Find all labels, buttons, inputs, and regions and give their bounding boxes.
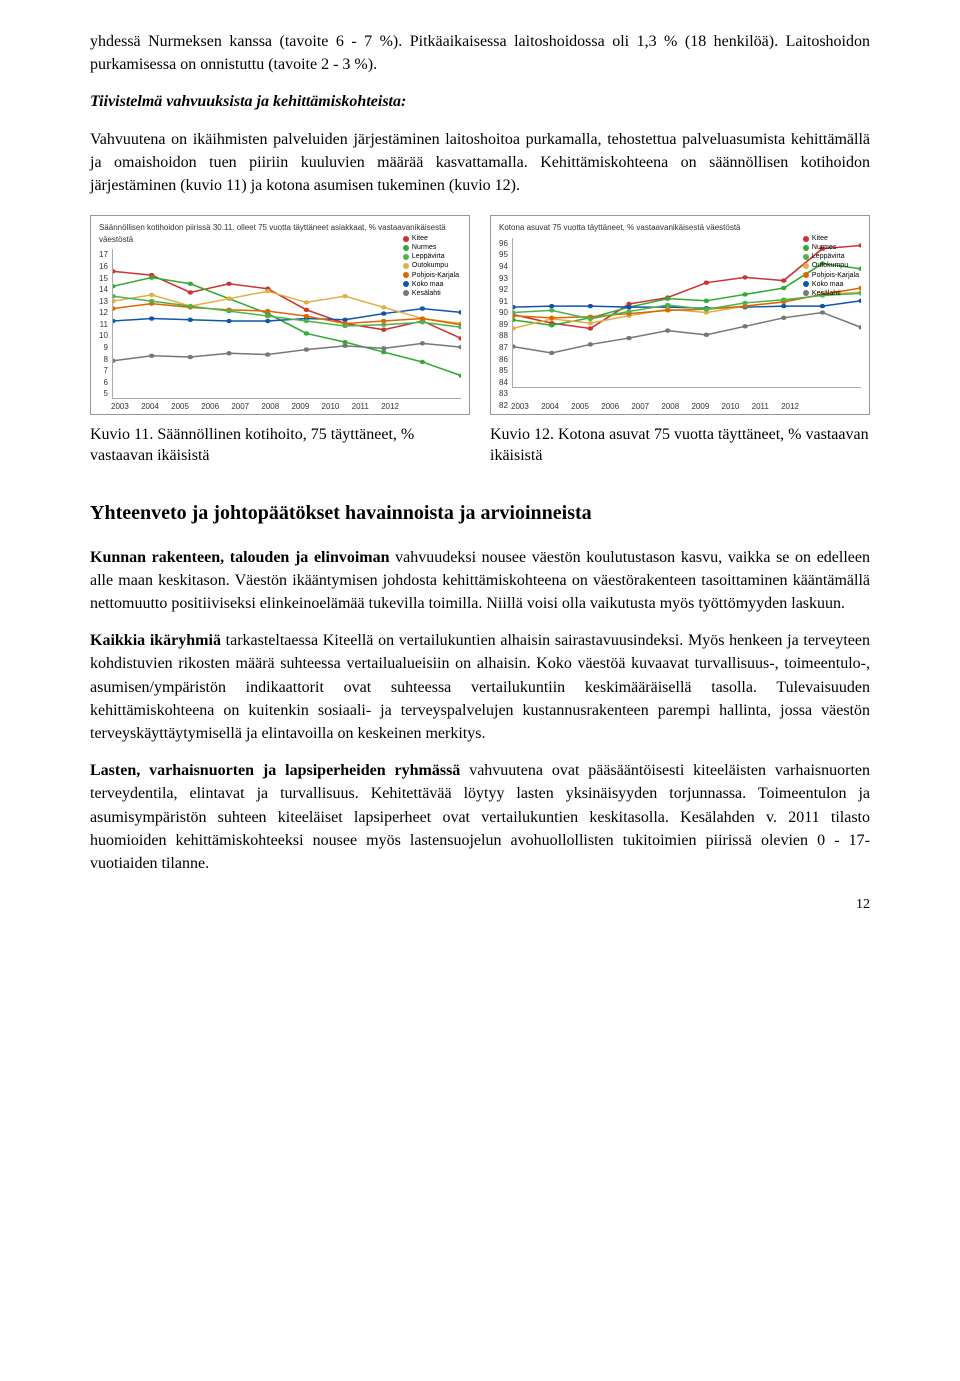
section-heading: Yhteenveto ja johtopäätökset havainnoist… [90, 499, 870, 528]
legend-swatch [403, 290, 409, 296]
legend-swatch [803, 263, 809, 269]
legend-label: Kitee [412, 234, 428, 243]
chart-legend: KiteeNurmesLeppävirtaOutokumpuPohjois-Ka… [803, 234, 859, 298]
legend-label: Outokumpu [412, 261, 448, 270]
legend-label: Nurmes [412, 243, 437, 252]
legend-label: Koko maa [812, 280, 844, 289]
legend-swatch [403, 245, 409, 251]
legend-label: Kitee [812, 234, 828, 243]
legend-label: Kesälahti [412, 289, 441, 298]
caption-kuvio-12: Kuvio 12. Kotona asuvat 75 vuotta täyttä… [490, 425, 870, 467]
chart-title: Kotona asuvat 75 vuotta täyttäneet, % va… [499, 222, 861, 234]
legend-swatch [403, 254, 409, 260]
legend-label: Leppävirta [412, 252, 445, 261]
legend-swatch [403, 272, 409, 278]
legend-swatch [803, 254, 809, 260]
chart-kuvio-12: Kotona asuvat 75 vuotta täyttäneet, % va… [490, 215, 870, 415]
y-axis: 171615141312111098765 [99, 249, 112, 399]
chart-kuvio-11: Säännöllisen kotihoidon piirissä 30.11. … [90, 215, 470, 415]
x-axis: 2003200420052006200720082009201020112012 [511, 401, 799, 413]
caption-kuvio-11: Kuvio 11. Säännöllinen kotihoito, 75 täy… [90, 425, 470, 467]
legend-swatch [803, 281, 809, 287]
subsection-title: Tiivistelmä vahvuuksista ja kehittämisko… [90, 90, 870, 113]
legend-swatch [803, 290, 809, 296]
paragraph: yhdessä Nurmeksen kanssa (tavoite 6 - 7 … [90, 30, 870, 76]
legend-swatch [803, 236, 809, 242]
legend-label: Kesälahti [812, 289, 841, 298]
chart-legend: KiteeNurmesLeppävirtaOutokumpuPohjois-Ka… [403, 234, 459, 298]
y-axis: 969594939291908988878685848382 [499, 238, 512, 388]
bold-lead: Kunnan rakenteen, talouden ja elinvoiman [90, 549, 390, 566]
legend-swatch [403, 263, 409, 269]
legend-label: Koko maa [412, 280, 444, 289]
legend-label: Nurmes [812, 243, 837, 252]
legend-label: Outokumpu [812, 261, 848, 270]
paragraph: Kaikkia ikäryhmiä tarkasteltaessa Kiteel… [90, 629, 870, 745]
paragraph: Kunnan rakenteen, talouden ja elinvoiman… [90, 546, 870, 616]
chart-captions: Kuvio 11. Säännöllinen kotihoito, 75 täy… [90, 425, 870, 467]
legend-swatch [403, 281, 409, 287]
bold-lead: Kaikkia ikäryhmiä [90, 632, 221, 649]
page-number: 12 [90, 895, 870, 915]
charts-row: Säännöllisen kotihoidon piirissä 30.11. … [90, 215, 870, 415]
legend-label: Pohjois-Karjala [412, 271, 459, 280]
legend-swatch [803, 245, 809, 251]
legend-swatch [803, 272, 809, 278]
bold-lead: Lasten, varhaisnuorten ja lapsiperheiden… [90, 762, 460, 779]
paragraph: Vahvuutena on ikäihmisten palveluiden jä… [90, 128, 870, 198]
x-axis: 2003200420052006200720082009201020112012 [111, 401, 399, 413]
legend-label: Leppävirta [812, 252, 845, 261]
legend-label: Pohjois-Karjala [812, 271, 859, 280]
paragraph: Lasten, varhaisnuorten ja lapsiperheiden… [90, 759, 870, 875]
legend-swatch [403, 236, 409, 242]
